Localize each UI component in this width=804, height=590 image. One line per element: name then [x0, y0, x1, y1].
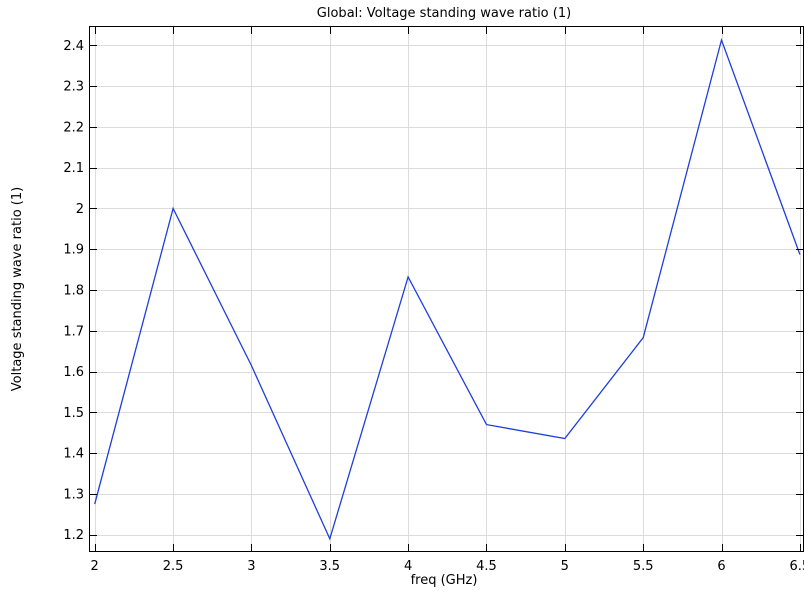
series-layer [94, 37, 801, 541]
x-tick-label: 2 [91, 559, 99, 574]
x-tick-label: 4.5 [476, 559, 497, 574]
x-tick-label: 6.5 [790, 559, 804, 574]
y-tick-label: 1.6 [63, 365, 84, 380]
grid-lines [90, 27, 803, 551]
y-tick-label: 1.9 [63, 243, 84, 258]
y-tick-label: 2.4 [63, 39, 84, 54]
series-line [94, 37, 801, 541]
x-tick-label: 6 [717, 559, 725, 574]
x-tick-label: 5.5 [633, 559, 654, 574]
y-axis-label: Voltage standing wave ratio (1) [10, 187, 25, 391]
tick-labels: 2 2.5 3 3.5 4 4.5 5 5.5 6 6.5 1.2 1.3 1.4 1.5 1.6 1.7 1.… [63, 39, 804, 574]
chart-title: Global: Voltage standing wave ratio (1) [317, 6, 571, 21]
y-tick-label: 1.3 [63, 487, 84, 502]
y-tick-label: 2.3 [63, 80, 84, 95]
y-tick-label: 1.2 [63, 528, 84, 543]
y-tick-label: 1.4 [63, 447, 84, 462]
x-tick-label: 3 [247, 559, 255, 574]
y-tick-label: 1.7 [63, 324, 84, 339]
y-tick-label: 2 [76, 202, 84, 217]
x-axis-label: freq (GHz) [411, 573, 478, 588]
x-tick-label: 3.5 [319, 559, 340, 574]
y-tick-label: 2.2 [63, 120, 84, 135]
x-tick-label: 5 [561, 559, 569, 574]
y-tick-label: 1.5 [63, 406, 84, 421]
x-tick-label: 4 [404, 559, 412, 574]
y-tick-label: 1.8 [63, 284, 84, 299]
y-tick-label: 2.1 [63, 161, 84, 176]
ticks [90, 27, 803, 551]
x-tick-label: 2.5 [163, 559, 184, 574]
plot-frame [89, 26, 804, 552]
